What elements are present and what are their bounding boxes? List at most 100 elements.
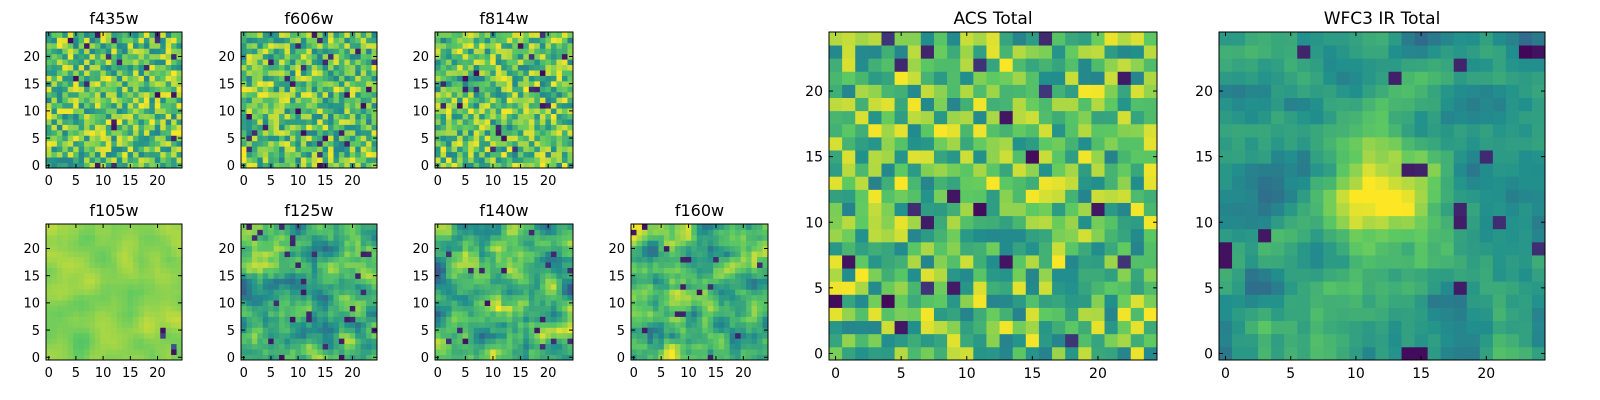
heatmap-cell — [67, 321, 74, 328]
heatmap-cell — [484, 53, 491, 60]
heatmap-cell — [567, 124, 574, 131]
heatmap-cell — [289, 42, 296, 49]
heatmap-cell — [479, 124, 486, 131]
heatmap-cell — [718, 229, 725, 236]
heatmap-cell — [523, 75, 530, 82]
heatmap-cell — [751, 316, 758, 323]
heatmap-cell — [512, 251, 519, 258]
heatmap-cell — [907, 333, 922, 348]
heatmap-cell — [262, 316, 269, 323]
heatmap-cell — [344, 343, 351, 350]
heatmap-cell — [251, 294, 258, 301]
heatmap-cell — [713, 278, 720, 285]
heatmap-cell — [160, 283, 167, 290]
heatmap-cell — [251, 321, 258, 328]
heatmap-cell — [138, 86, 145, 93]
heatmap-cell — [241, 42, 247, 49]
heatmap-cell — [495, 97, 502, 104]
heatmap-cell — [462, 80, 469, 87]
heatmap-cell — [561, 124, 568, 131]
heatmap-cell — [105, 300, 112, 306]
heatmap-cell — [122, 140, 128, 147]
heatmap-cell — [333, 140, 340, 147]
heatmap-cell — [523, 157, 530, 163]
heatmap-cell — [241, 349, 247, 355]
heatmap-cell — [171, 240, 177, 247]
heatmap-cell — [539, 146, 546, 153]
heatmap-cell — [567, 32, 574, 38]
heatmap-cell — [176, 70, 183, 76]
heatmap-cell — [262, 113, 269, 120]
heatmap-cell — [641, 327, 648, 334]
heatmap-cell — [740, 305, 747, 312]
heatmap-cell — [344, 311, 351, 317]
heatmap-cell — [143, 113, 150, 120]
heatmap-cell — [1117, 215, 1132, 230]
heatmap-cell — [262, 102, 269, 109]
heatmap-cell — [46, 256, 52, 263]
heatmap-cell — [289, 32, 296, 38]
heatmap-cell — [933, 215, 948, 230]
heatmap-cell — [1065, 241, 1079, 256]
heatmap-cell — [165, 108, 172, 114]
heatmap-cell — [451, 321, 458, 328]
heatmap-cell — [311, 80, 318, 87]
heatmap-cell — [556, 311, 563, 317]
heatmap-cell — [506, 119, 513, 125]
heatmap-cell — [506, 146, 513, 153]
heatmap-cell — [149, 256, 156, 263]
heatmap-cell — [371, 229, 378, 236]
heatmap-cell — [311, 162, 318, 169]
heatmap-cell — [317, 42, 323, 49]
heatmap-cell — [973, 163, 987, 177]
heatmap-cell — [435, 349, 441, 355]
heatmap-cell — [1117, 255, 1132, 269]
heatmap-cell — [165, 119, 172, 125]
heatmap-cell — [457, 251, 463, 258]
heatmap-cell — [473, 64, 480, 71]
heatmap-cell — [300, 135, 307, 142]
heatmap-cell — [160, 102, 167, 109]
heatmap-cell — [457, 294, 463, 301]
heatmap-cell — [490, 251, 497, 258]
heatmap-cell — [746, 316, 752, 323]
heatmap-cell — [534, 108, 541, 114]
heatmap-cell — [154, 70, 161, 76]
heatmap-cell — [484, 162, 491, 169]
heatmap-cell — [556, 332, 563, 339]
heatmap-cell — [539, 251, 546, 258]
heatmap-cell — [829, 176, 843, 190]
heatmap-cell — [680, 354, 687, 361]
y-tick-label: 10 — [608, 297, 625, 312]
heatmap-cell — [528, 327, 535, 334]
heatmap-cell — [67, 108, 74, 114]
heatmap-cell — [116, 289, 123, 296]
heatmap-cell — [528, 113, 535, 120]
heatmap-cell — [490, 267, 497, 274]
heatmap-cell — [1091, 215, 1105, 230]
heatmap-cell — [468, 294, 475, 301]
heatmap-cell — [122, 75, 128, 82]
heatmap-cell — [484, 256, 491, 263]
heatmap-cell — [757, 311, 763, 317]
heatmap-cell — [300, 146, 307, 153]
heatmap-cell — [855, 281, 869, 295]
heatmap-cell — [56, 267, 63, 274]
heatmap-cell — [273, 119, 280, 125]
heatmap-cell — [829, 346, 843, 361]
heatmap-cell — [451, 229, 458, 236]
heatmap-cell — [534, 294, 541, 301]
heatmap-cell — [111, 157, 118, 163]
heatmap-cell — [1078, 333, 1092, 348]
heatmap-cell — [512, 157, 519, 163]
heatmap-cell — [729, 289, 736, 296]
heatmap-cell — [246, 305, 253, 312]
heatmap-cell — [56, 262, 63, 268]
heatmap-cell — [1117, 189, 1132, 203]
heatmap-cell — [67, 256, 74, 263]
heatmap-cell — [1012, 307, 1027, 322]
heatmap-cell — [762, 224, 769, 230]
heatmap-cell — [691, 267, 698, 274]
heatmap-cell — [495, 151, 502, 158]
heatmap-cell — [360, 135, 367, 142]
